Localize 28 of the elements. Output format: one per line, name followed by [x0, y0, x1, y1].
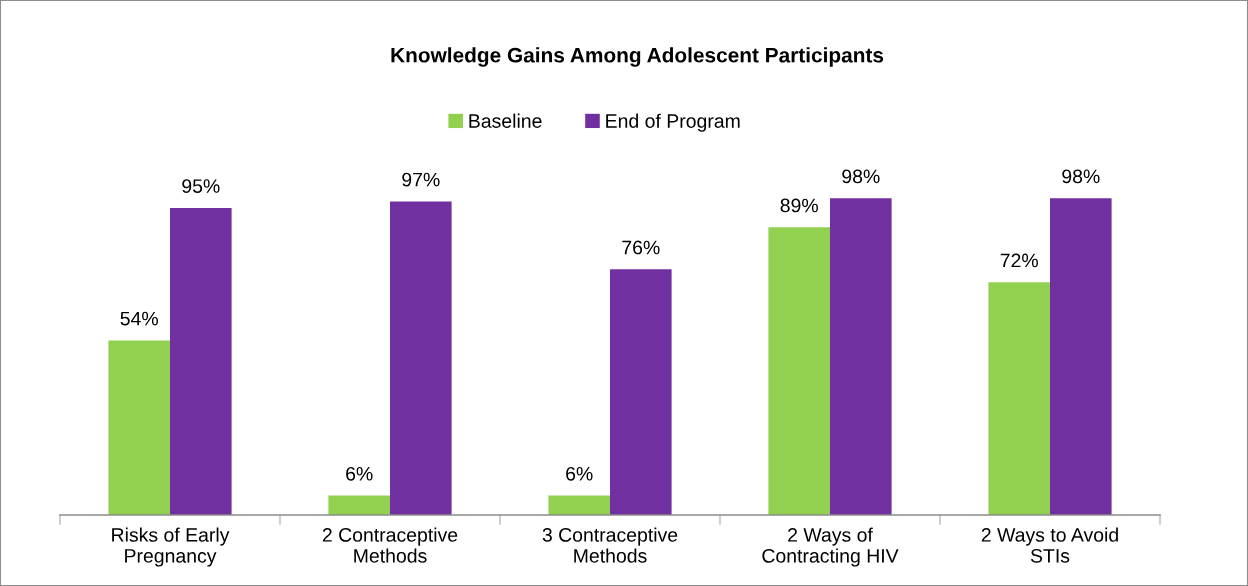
bar	[768, 227, 830, 515]
bar	[170, 207, 232, 515]
data-label: 98%	[1062, 169, 1100, 184]
data-label: 89%	[780, 198, 818, 213]
x-tick-label: 2 Contraceptive Methods	[322, 527, 458, 563]
x-tick-label: Risks of Early Pregnancy	[112, 527, 230, 567]
chart-title: Knowledge Gains Among Adolescent Participants	[391, 47, 884, 67]
data-label: 97%	[402, 172, 440, 187]
bar	[1050, 198, 1112, 515]
legend-label: End of Program	[606, 113, 740, 132]
data-label: 98%	[842, 169, 880, 184]
bar	[830, 198, 892, 515]
x-tick-label: 2 Ways of Contracting HIV	[762, 527, 899, 567]
data-label: 6%	[346, 466, 373, 481]
data-label: 95%	[182, 179, 220, 193]
data-label: 72%	[1000, 253, 1038, 268]
bar	[988, 282, 1050, 515]
x-tick-label: 3 Contraceptive Methods	[542, 527, 678, 563]
bar	[390, 201, 452, 515]
x-tick-label: 2 Ways to Avoid STIs	[981, 527, 1118, 563]
legend-label: Baseline	[469, 113, 542, 128]
bar	[108, 340, 170, 515]
bar	[328, 495, 390, 515]
data-label: 6%	[566, 466, 593, 481]
data-label: 76%	[622, 240, 660, 255]
bar	[548, 495, 610, 515]
bar	[610, 269, 672, 515]
data-label: 54%	[120, 311, 158, 326]
